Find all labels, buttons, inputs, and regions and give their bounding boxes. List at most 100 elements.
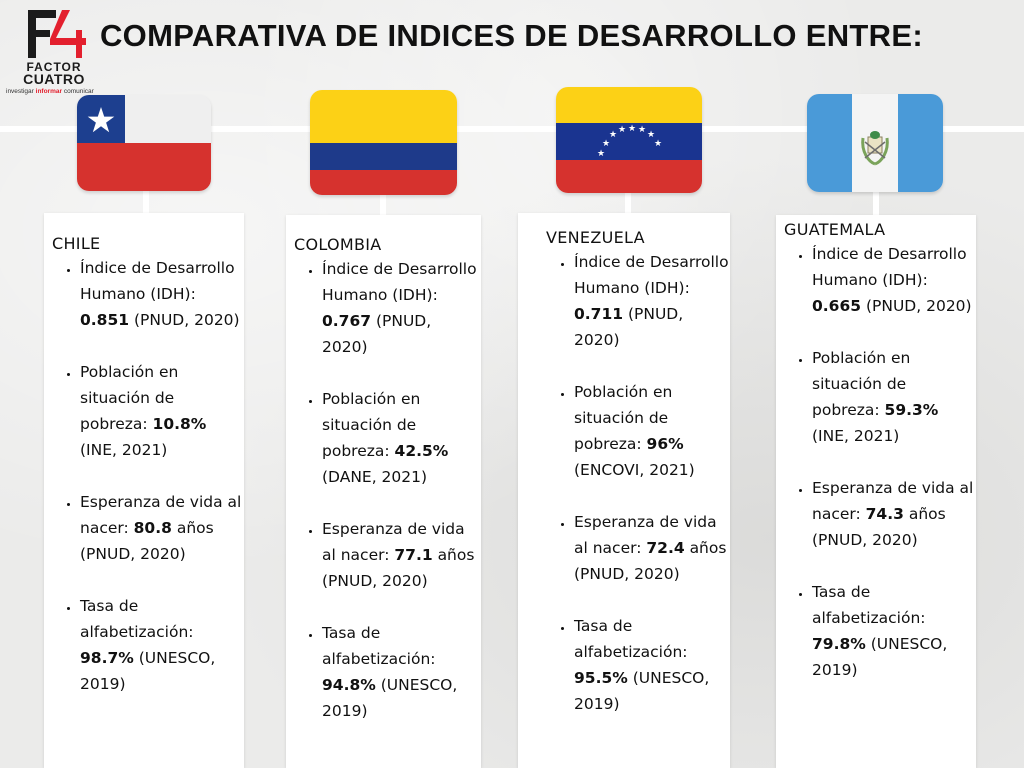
country-name: GUATEMALA — [784, 220, 886, 239]
indicator-source: (PNUD, 2020) — [812, 531, 918, 549]
indicator-idh: Índice de Desarrollo Humano (IDH): 0.711… — [574, 249, 730, 353]
country-name: VENEZUELA — [546, 228, 645, 247]
svg-text:★: ★ — [628, 124, 636, 134]
indicator-literacy: Tasa de alfabetización: 79.8% (UNESCO, 2… — [812, 579, 976, 683]
indicator-label: Índice de Desarrollo Humano (IDH): — [812, 245, 967, 289]
indicator-label: Índice de Desarrollo Humano (IDH): — [322, 260, 477, 304]
indicator-value: 10.8% — [152, 415, 207, 433]
indicator-source: (ENCOVI, 2021) — [574, 461, 695, 479]
venezuela-flag-icon: ★ ★ ★ ★ ★ ★ ★ ★ — [556, 87, 702, 193]
indicator-source: (UNESCO, 2019) — [80, 649, 216, 693]
indicator-label: Tasa de alfabetización: — [80, 597, 194, 641]
svg-text:★: ★ — [602, 139, 610, 149]
country-name: COLOMBIA — [294, 235, 382, 254]
indicator-source: (PNUD, 2020) — [322, 312, 432, 356]
indicator-value: 0.767 — [322, 312, 372, 330]
country-name: CHILE — [52, 234, 101, 253]
indicator-poverty: Población en situación de pobreza: 42.5%… — [322, 386, 481, 490]
indicator-source: (PNUD, 2020) — [865, 297, 972, 315]
logo-tagline: investigar informar comunicar — [6, 88, 116, 95]
svg-text:★: ★ — [647, 130, 655, 140]
indicator-label: Esperanza de vida al nacer: — [80, 493, 242, 537]
indicator-poverty: Población en situación de pobreza: 59.3%… — [812, 345, 976, 449]
indicator-label: Tasa de alfabetización: — [322, 624, 436, 668]
indicator-value: 95.5% — [574, 669, 628, 687]
indicator-source: (UNESCO, 2019) — [812, 635, 948, 679]
indicator-label: Esperanza de vida al nacer: — [574, 513, 717, 557]
indicator-list: Índice de Desarrollo Humano (IDH): 0.665… — [784, 241, 976, 683]
indicator-life-expectancy: Esperanza de vida al nacer: 80.8 años (P… — [80, 489, 244, 567]
indicator-list: Índice de Desarrollo Humano (IDH): 0.851… — [52, 255, 244, 697]
indicator-value: 98.7% — [80, 649, 134, 667]
indicator-life-expectancy: Esperanza de vida al nacer: 77.1 años (P… — [322, 516, 481, 594]
indicator-list: Índice de Desarrollo Humano (IDH): 0.767… — [294, 256, 481, 724]
indicator-source: (PNUD, 2020) — [80, 545, 186, 563]
indicator-source: (PNUD, 2020) — [133, 311, 240, 329]
indicator-literacy: Tasa de alfabetización: 95.5% (UNESCO, 2… — [574, 613, 730, 717]
country-card-venezuela: VENEZUELA Índice de Desarrollo Humano (I… — [518, 213, 730, 768]
indicator-source: (INE, 2021) — [812, 427, 900, 445]
indicator-poverty: Población en situación de pobreza: 10.8%… — [80, 359, 244, 463]
country-card-chile: CHILE Índice de Desarrollo Humano (IDH):… — [44, 213, 244, 768]
factor-cuatro-logo: FACTOR CUATRO investigar informar comuni… — [6, 8, 102, 95]
guatemala-flag-icon — [807, 94, 943, 192]
indicator-value: 80.8 — [133, 519, 172, 537]
connector-guatemala — [873, 192, 879, 216]
f4-mark-icon — [28, 10, 86, 58]
indicator-life-expectancy: Esperanza de vida al nacer: 72.4 años (P… — [574, 509, 730, 587]
logo-word-factor: FACTOR — [26, 60, 82, 74]
indicator-source: (PNUD, 2020) — [574, 565, 680, 583]
svg-text:★: ★ — [609, 130, 617, 140]
indicator-value: 94.8% — [322, 676, 376, 694]
indicator-label: Esperanza de vida al nacer: — [322, 520, 465, 564]
country-card-guatemala: GUATEMALA Índice de Desarrollo Humano (I… — [776, 215, 976, 768]
indicator-idh: Índice de Desarrollo Humano (IDH): 0.767… — [322, 256, 481, 360]
indicator-literacy: Tasa de alfabetización: 98.7% (UNESCO, 2… — [80, 593, 244, 697]
indicator-label: Esperanza de vida al nacer: — [812, 479, 974, 523]
connector-colombia — [380, 194, 386, 216]
connector-chile — [143, 190, 149, 214]
indicator-label: Población en situación de pobreza: — [322, 390, 421, 460]
indicator-label: Población en situación de pobreza: — [574, 383, 673, 453]
timeline-horizontal-line — [0, 126, 1024, 132]
indicator-unit: años — [176, 519, 214, 537]
indicator-value: 0.851 — [80, 311, 130, 329]
indicator-value: 96% — [646, 435, 684, 453]
indicator-life-expectancy: Esperanza de vida al nacer: 74.3 años (P… — [812, 475, 976, 553]
colombia-flag-icon — [310, 90, 457, 195]
indicator-source: (UNESCO, 2019) — [322, 676, 458, 720]
indicator-label: Tasa de alfabetización: — [574, 617, 688, 661]
indicator-unit: años — [689, 539, 727, 557]
indicator-value: 74.3 — [865, 505, 904, 523]
indicator-value: 42.5% — [394, 442, 449, 460]
indicator-unit: años — [437, 546, 475, 564]
indicator-label: Índice de Desarrollo Humano (IDH): — [80, 259, 235, 303]
indicator-value: 72.4 — [646, 539, 685, 557]
logo-tagline-part2: comunicar — [63, 88, 94, 95]
svg-text:★: ★ — [618, 125, 626, 135]
logo-tagline-part1: investigar — [6, 88, 34, 95]
page-title: COMPARATIVA DE INDICES DE DESARROLLO ENT… — [100, 18, 923, 53]
indicator-list: Índice de Desarrollo Humano (IDH): 0.711… — [546, 249, 730, 717]
indicator-source: (UNESCO, 2019) — [574, 669, 710, 713]
indicator-source: (PNUD, 2020) — [574, 305, 684, 349]
indicator-value: 0.711 — [574, 305, 624, 323]
connector-venezuela — [625, 192, 631, 214]
svg-text:★: ★ — [597, 149, 605, 159]
indicator-source: (PNUD, 2020) — [322, 572, 428, 590]
svg-text:★: ★ — [654, 139, 662, 149]
logo-word-cuatro: CUATRO — [23, 71, 85, 87]
indicator-label: Población en situación de pobreza: — [812, 349, 911, 419]
country-card-colombia: COLOMBIA Índice de Desarrollo Humano (ID… — [286, 215, 481, 768]
indicator-label: Población en situación de pobreza: — [80, 363, 179, 433]
logo-tagline-highlight: informar — [35, 88, 63, 95]
indicator-value: 59.3% — [884, 401, 939, 419]
indicator-value: 0.665 — [812, 297, 862, 315]
indicator-value: 79.8% — [812, 635, 866, 653]
indicator-label: Tasa de alfabetización: — [812, 583, 926, 627]
indicator-literacy: Tasa de alfabetización: 94.8% (UNESCO, 2… — [322, 620, 481, 724]
svg-text:★: ★ — [638, 125, 646, 135]
indicator-value: 77.1 — [394, 546, 433, 564]
indicator-source: (DANE, 2021) — [322, 468, 428, 486]
indicator-unit: años — [908, 505, 946, 523]
